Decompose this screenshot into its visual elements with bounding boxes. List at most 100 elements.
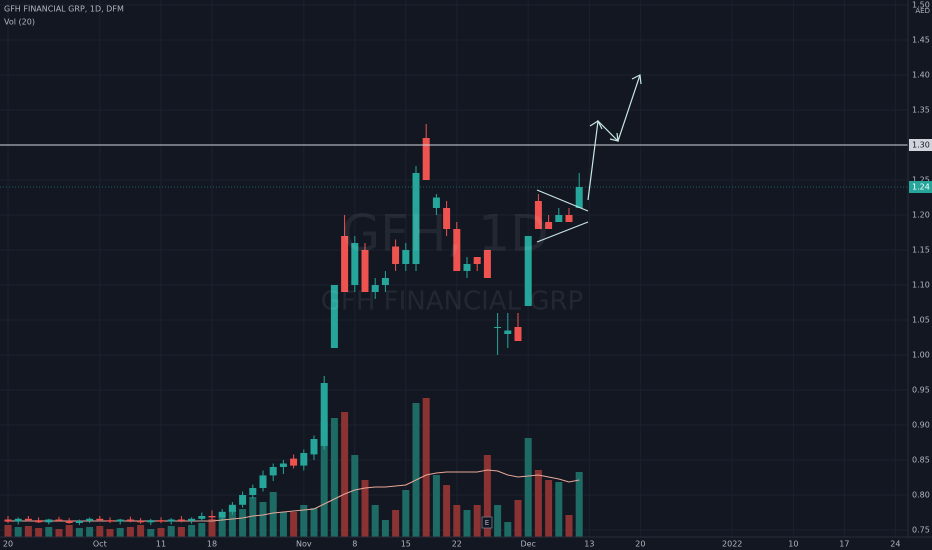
volume-bar [239,509,247,537]
volume-bar [96,526,104,537]
arrow-head [589,120,603,130]
y-tick-label: 1.05 [912,316,930,325]
candle-body [483,250,491,278]
volume-bar [565,515,573,537]
volume-bar [14,527,22,537]
candle-body [24,518,32,521]
event-marker: E [485,519,489,527]
event-box [481,516,493,529]
candle-body [575,187,583,208]
y-tick-label: 0.80 [912,491,930,500]
candle-body [106,520,114,522]
candle-body [534,201,542,229]
volume-bar [177,527,185,537]
x-tick-label: 2022 [722,540,742,549]
candle-body [412,173,420,264]
y-tick-label: 1.40 [912,71,930,80]
y-tick-label: 1.00 [912,351,930,360]
y-tick-label: 0.95 [912,386,930,395]
y-tick-label: 1.10 [912,281,930,290]
candle-body [65,520,73,523]
x-tick-label: 11 [156,540,166,549]
candle-body [75,520,83,523]
last-price-box [909,181,932,193]
volume-bar [137,525,145,537]
y-tick-label: 1.15 [912,246,930,255]
candle-body [300,453,308,466]
volume-bar [534,470,542,537]
volume-pane [4,398,583,537]
x-tick-label: 20 [635,540,645,549]
candle-body [494,327,502,328]
arrow-path [587,74,641,201]
candle-body [514,327,522,341]
volume-bar [330,418,338,537]
candle-body [55,519,63,521]
candle-body [188,518,196,521]
arrow-head [631,74,642,85]
chart-title: GFH FINANCIAL GRP, 1D, DFM [4,5,124,14]
candle-body [565,215,573,222]
volume-bar [443,485,451,537]
candle-body [45,519,53,523]
volume-bar [24,526,32,537]
volume-bar [545,480,553,537]
volume-bar [504,522,512,537]
volume-bar [341,412,349,537]
candle-body [422,138,430,180]
volume-bar [208,519,216,537]
candle-body [249,488,257,495]
volume-bar [55,529,63,537]
candle-body [177,519,185,521]
candle-body [279,463,287,467]
volume-bar [555,482,563,537]
volume-bar [524,438,532,537]
triangle-line [536,189,589,212]
candle-body [473,257,481,264]
volume-bar [269,492,277,537]
candle-body [86,518,94,521]
volume-bar [494,505,502,537]
price-pane [0,124,908,526]
volume-bar [412,403,420,537]
candle-body [443,208,451,229]
volume-bar [106,529,114,537]
volume-title: Vol (20) [4,18,35,27]
candle-body [96,518,104,521]
y-tick-label: 1.50 [912,1,930,10]
candle-body [330,285,338,348]
candle-body [504,330,512,334]
arrow-head [609,132,619,142]
volume-bar [483,455,491,537]
volume-bar [126,527,134,537]
volume-bar [167,526,175,537]
x-tick-label: 20 [3,540,13,549]
volume-bar [218,517,226,537]
candle-body [228,504,236,512]
candle-body [402,250,410,264]
candle-body [239,495,247,505]
volume-bar [300,505,308,537]
volume-bar [147,529,155,537]
volume-bar [188,525,196,537]
watermark: GFH, 1D [341,205,548,263]
watermark-subtitle: GFH FINANCIAL GRP [321,287,583,317]
candle-body [545,222,553,229]
volume-ma-line [8,469,580,522]
volume-bar [157,528,165,537]
x-tick-label: 8 [352,540,357,549]
volume-bar [402,490,410,537]
x-tick-label: 17 [839,540,849,549]
candle-body [320,383,328,446]
candle-body [361,250,369,292]
volume-bar [361,480,369,537]
x-tick-label: Nov [296,540,312,549]
x-tick-label: 13 [584,540,594,549]
volume-bar [310,508,318,537]
candle-body [147,520,155,523]
candle-body [157,520,165,522]
candle-body [381,278,389,285]
volume-bar [453,505,461,537]
volume-bar [514,500,522,537]
